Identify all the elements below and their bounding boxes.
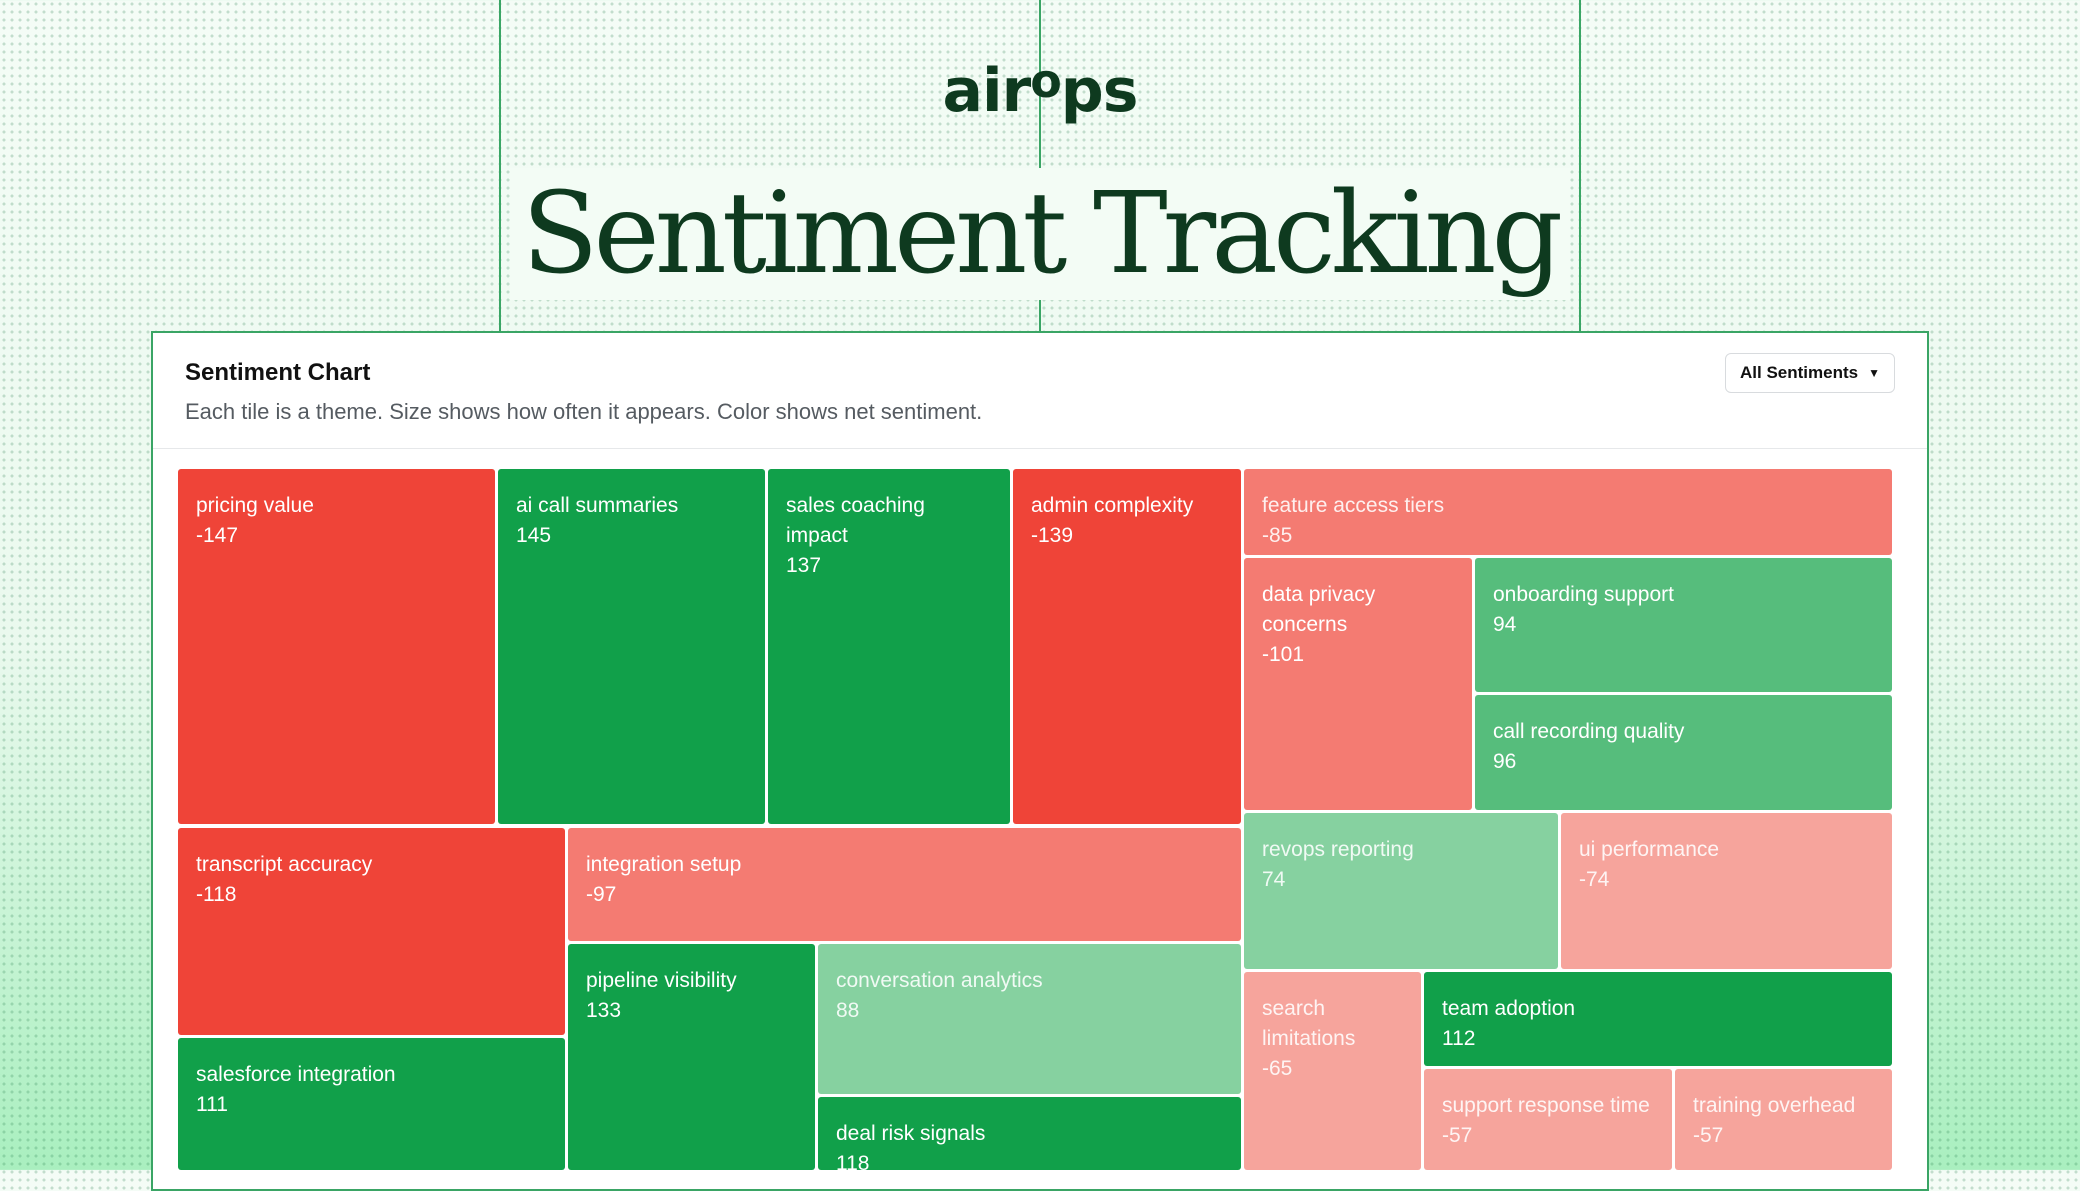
sentiment-filter-dropdown[interactable]: All Sentiments ▼ (1725, 353, 1895, 393)
tile-training-overhead[interactable]: training overhead -57 (1675, 1069, 1892, 1170)
tile-value: 137 (786, 554, 822, 577)
guide-line-right (1579, 0, 1581, 332)
tile-value: 112 (1442, 1027, 1476, 1050)
tile-value: 118 (836, 1152, 870, 1170)
tile-ui-performance[interactable]: ui performance -74 (1561, 813, 1892, 969)
tile-label: conversation analytics (836, 969, 1043, 992)
tile-label: call recording quality (1493, 720, 1685, 743)
tile-conversation-analytics[interactable]: conversation analytics 88 (818, 944, 1241, 1094)
tile-team-adoption[interactable]: team adoption 112 (1424, 972, 1892, 1066)
tile-label: training overhead (1693, 1094, 1856, 1117)
tile-salesforce-integration[interactable]: salesforce integration 111 (178, 1038, 565, 1170)
tile-value: -118 (196, 883, 237, 906)
tile-sales-coaching-impact[interactable]: sales coaching impact 137 (768, 469, 1010, 824)
tile-value: -57 (1442, 1124, 1473, 1147)
filter-label: All Sentiments (1740, 363, 1859, 382)
tile-label: admin complexity (1031, 494, 1194, 517)
tile-label: deal risk signals (836, 1122, 986, 1145)
tile-data-privacy-concerns[interactable]: data privacy concerns -101 (1244, 558, 1472, 810)
tile-label: pricing value (196, 494, 314, 517)
tile-label: integration setup (586, 853, 742, 876)
tile-pricing-value[interactable]: pricing value -147 (178, 469, 495, 824)
page-headline: Sentiment Tracking (509, 168, 1571, 300)
tile-pipeline-visibility[interactable]: pipeline visibility 133 (568, 944, 815, 1170)
tile-value: 133 (586, 999, 622, 1022)
tile-onboarding-support[interactable]: onboarding support 94 (1475, 558, 1892, 692)
tile-label: support response time (1442, 1094, 1650, 1117)
chart-subtitle: Each tile is a theme. Size shows how oft… (185, 399, 983, 424)
tile-transcript-accuracy[interactable]: transcript accuracy -118 (178, 828, 565, 1035)
guide-line-center (1039, 0, 1041, 332)
chart-title: Sentiment Chart (185, 359, 371, 386)
tile-label: salesforce integration (196, 1063, 396, 1086)
card-header: Sentiment Chart Each tile is a theme. Si… (153, 333, 1927, 449)
tile-label: ui performance (1579, 838, 1720, 861)
tile-label: revops reporting (1262, 838, 1414, 861)
tile-value: 94 (1493, 613, 1517, 636)
tile-value: -74 (1579, 868, 1610, 891)
tile-value: 111 (196, 1093, 228, 1116)
tile-value: -139 (1031, 524, 1074, 547)
tile-value: 145 (516, 524, 552, 547)
tile-value: 88 (836, 999, 860, 1022)
tile-revops-reporting[interactable]: revops reporting 74 (1244, 813, 1558, 969)
tile-value: -97 (586, 883, 617, 906)
tile-value: -65 (1262, 1057, 1293, 1080)
tile-value: -147 (196, 524, 239, 547)
tile-call-recording-quality[interactable]: call recording quality 96 (1475, 695, 1892, 810)
tile-value: -85 (1262, 524, 1293, 547)
tile-label: transcript accuracy (196, 853, 373, 876)
airops-logo: airops (942, 54, 1139, 126)
tile-label: ai call summaries (516, 494, 679, 517)
tile-label: pipeline visibility (586, 969, 737, 992)
tile-value: -101 (1262, 643, 1305, 666)
tile-label: sales coaching impact (786, 494, 925, 547)
tile-support-response-time[interactable]: support response time -57 (1424, 1069, 1672, 1170)
tile-label: data privacy concerns (1262, 583, 1376, 636)
tile-integration-setup[interactable]: integration setup -97 (568, 828, 1241, 941)
tile-value: 96 (1493, 750, 1517, 773)
tile-label: feature access tiers (1262, 494, 1445, 517)
caret-down-icon: ▼ (1868, 366, 1880, 380)
tile-label: search limitations (1262, 997, 1356, 1050)
tile-deal-risk-signals[interactable]: deal risk signals 118 (818, 1097, 1241, 1170)
tile-label: onboarding support (1493, 583, 1674, 606)
tile-admin-complexity[interactable]: admin complexity -139 (1013, 469, 1241, 824)
tile-value: 74 (1262, 868, 1286, 891)
tile-ai-call-summaries[interactable]: ai call summaries 145 (498, 469, 765, 824)
guide-line-left (499, 0, 501, 332)
tile-label: team adoption (1442, 997, 1576, 1020)
tile-value: -57 (1693, 1124, 1724, 1147)
tile-search-limitations[interactable]: search limitations -65 (1244, 972, 1421, 1170)
tile-feature-access-tiers[interactable]: feature access tiers -85 (1244, 469, 1892, 555)
